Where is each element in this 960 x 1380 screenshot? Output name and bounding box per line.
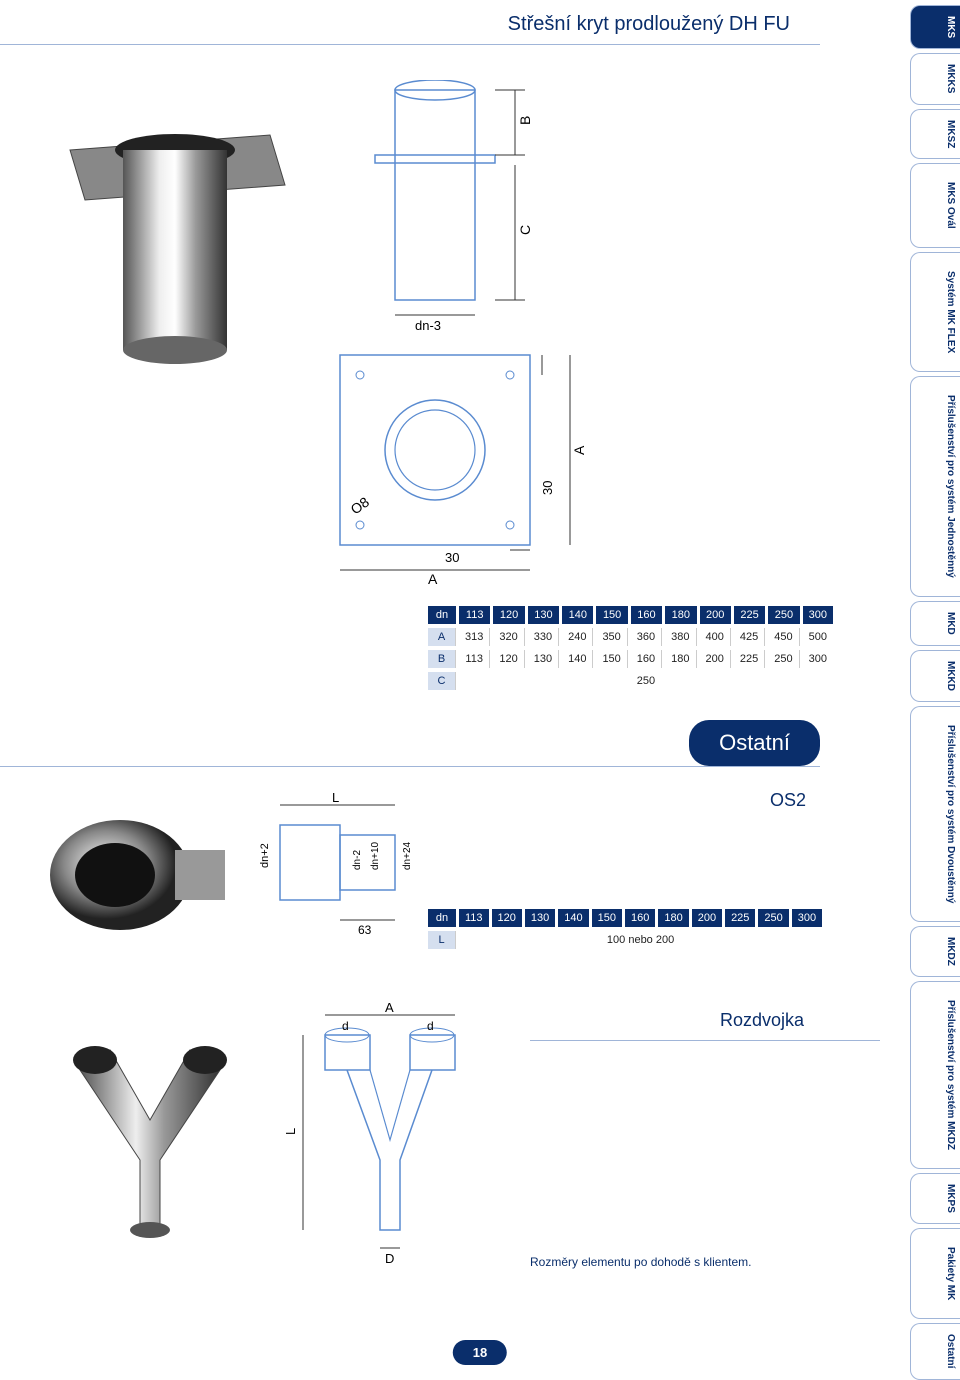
rozdvojka-underline [530,1040,880,1041]
label-o8: O8 [348,494,373,518]
note-text: Rozměry elementu po dohodě s klientem. [530,1255,751,1269]
tab-prisl-jednost[interactable]: Příslušenství pro systém Jednostěnný [910,376,960,597]
svg-text:30: 30 [540,481,555,495]
tab-mkks[interactable]: MKKS [910,53,960,104]
tab-prisl-mkdz[interactable]: Příslušenství pro systém MKDZ [910,981,960,1169]
section-heading: Ostatní [689,720,820,766]
svg-text:63: 63 [358,923,372,937]
page-title: Střešní kryt prodloužený DH FU [0,5,820,45]
svg-text:D: D [385,1251,394,1266]
dim-b: B [517,116,533,125]
dim-c: C [517,225,533,235]
dimensions-table-1: dn 113120130 140150160 180200225 250300 … [425,602,836,694]
svg-text:dn+2: dn+2 [260,843,271,868]
svg-text:A: A [385,1000,394,1015]
svg-text:A: A [428,571,438,585]
svg-text:d: d [342,1019,349,1033]
svg-text:L: L [285,1128,298,1135]
page-number: 18 [453,1340,507,1365]
svg-text:30: 30 [445,550,459,565]
tab-prisl-dvoust[interactable]: Příslušenství pro systém Dvoustěnný [910,706,960,922]
svg-text:L: L [332,790,339,805]
tab-mk-flex[interactable]: Systém MK FLEX [910,252,960,372]
svg-text:d: d [427,1019,434,1033]
tech-diagram-rozdvojka: A d d L D [285,1000,505,1285]
rozdvojka-label: Rozdvojka [720,1010,804,1031]
dimensions-table-2: dn 113120130 140150160 180200225 250300 … [425,905,825,953]
tab-mkkd[interactable]: MKKD [910,650,960,702]
product-render-os2 [45,800,235,950]
product-render-roof-cover [60,90,290,370]
tab-mkdz[interactable]: MKDZ [910,926,960,977]
tab-mks[interactable]: MKS [910,5,960,49]
side-tab-list: MKS MKKS MKSZ MKS Ovál Systém MK FLEX Př… [910,5,960,1380]
svg-text:dn-2: dn-2 [352,850,363,870]
tab-mks-oval[interactable]: MKS Ovál [910,163,960,248]
tab-mkps[interactable]: MKPS [910,1173,960,1224]
tab-ostatni[interactable]: Ostatní [910,1323,960,1379]
svg-text:dn+10: dn+10 [370,841,381,870]
svg-text:A: A [571,445,587,455]
tab-pakiety[interactable]: Pakiety MK [910,1228,960,1319]
tech-diagram-os2: L dn+2 dn-2 dn+10 dn+24 63 [260,790,450,955]
dim-dn3: dn-3 [415,318,441,333]
tech-diagram-side: B C dn-3 [370,80,570,340]
tab-mksz[interactable]: MKSZ [910,109,960,159]
tab-mkd[interactable]: MKD [910,601,960,646]
svg-text:dn+24: dn+24 [402,841,413,870]
section-heading-bar: Ostatní [0,720,820,767]
os2-label: OS2 [770,790,806,811]
product-render-rozdvojka [40,1010,250,1240]
tech-diagram-plate: O8 30 30 A A [320,340,600,590]
